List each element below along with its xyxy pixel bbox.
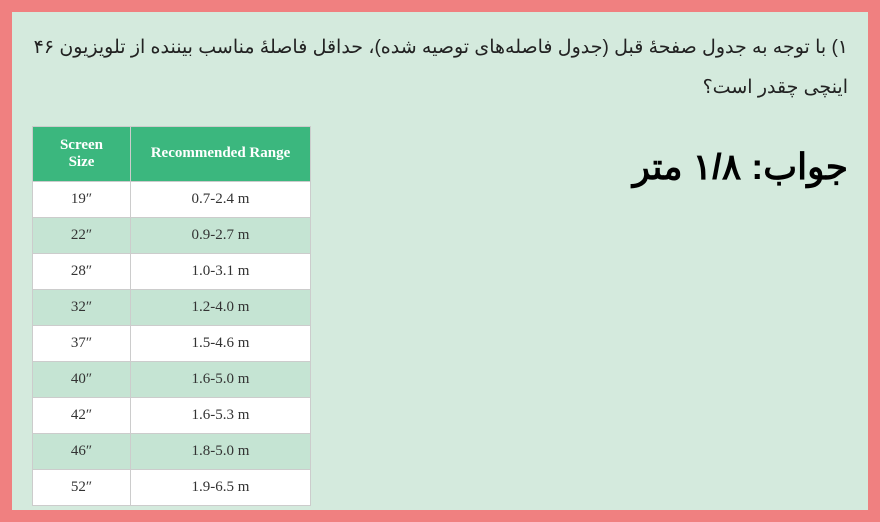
table-row: 46″1.8-5.0 m — [33, 433, 311, 469]
cell-recommended-range: 1.5-4.6 m — [131, 325, 311, 361]
distance-table-wrap: Screen Size Recommended Range 19″0.7-2.4… — [32, 126, 311, 506]
cell-recommended-range: 1.6-5.0 m — [131, 361, 311, 397]
cell-screen-size: 42″ — [33, 397, 131, 433]
header-recommended-range: Recommended Range — [131, 126, 311, 181]
cell-screen-size: 22″ — [33, 217, 131, 253]
cell-recommended-range: 0.7-2.4 m — [131, 181, 311, 217]
table-row: 28″1.0-3.1 m — [33, 253, 311, 289]
distance-table: Screen Size Recommended Range 19″0.7-2.4… — [32, 126, 311, 506]
cell-recommended-range: 1.9-6.5 m — [131, 469, 311, 505]
table-header-row: Screen Size Recommended Range — [33, 126, 311, 181]
cell-screen-size: 46″ — [33, 433, 131, 469]
answer-text: جواب: ۱/۸ متر — [371, 146, 848, 188]
cell-screen-size: 40″ — [33, 361, 131, 397]
header-screen-size: Screen Size — [33, 126, 131, 181]
content-row: Screen Size Recommended Range 19″0.7-2.4… — [32, 126, 848, 506]
table-row: 37″1.5-4.6 m — [33, 325, 311, 361]
cell-screen-size: 28″ — [33, 253, 131, 289]
table-row: 42″1.6-5.3 m — [33, 397, 311, 433]
table-row: 22″0.9-2.7 m — [33, 217, 311, 253]
table-row: 19″0.7-2.4 m — [33, 181, 311, 217]
cell-screen-size: 32″ — [33, 289, 131, 325]
table-body: 19″0.7-2.4 m22″0.9-2.7 m28″1.0-3.1 m32″1… — [33, 181, 311, 505]
cell-screen-size: 19″ — [33, 181, 131, 217]
table-row: 32″1.2-4.0 m — [33, 289, 311, 325]
cell-recommended-range: 1.6-5.3 m — [131, 397, 311, 433]
question-text: ۱) با توجه به جدول صفحهٔ قبل (جدول فاصله… — [32, 28, 848, 108]
cell-recommended-range: 1.2-4.0 m — [131, 289, 311, 325]
cell-recommended-range: 1.0-3.1 m — [131, 253, 311, 289]
cell-screen-size: 52″ — [33, 469, 131, 505]
cell-recommended-range: 0.9-2.7 m — [131, 217, 311, 253]
page-container: ۱) با توجه به جدول صفحهٔ قبل (جدول فاصله… — [12, 12, 868, 510]
table-row: 52″1.9-6.5 m — [33, 469, 311, 505]
cell-recommended-range: 1.8-5.0 m — [131, 433, 311, 469]
table-row: 40″1.6-5.0 m — [33, 361, 311, 397]
cell-screen-size: 37″ — [33, 325, 131, 361]
